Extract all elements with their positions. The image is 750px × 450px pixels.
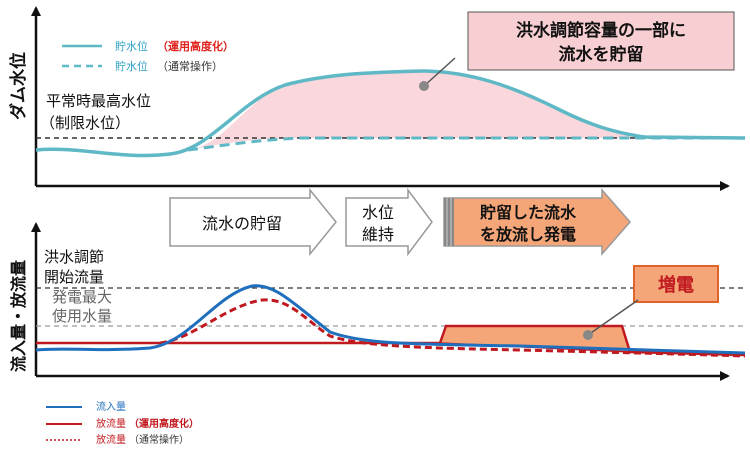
legend-release-normal-note: （通常操作）: [129, 433, 189, 446]
flow-arrow-release-line-2: を放流し発電: [480, 225, 576, 244]
flood-start-label: 洪水調節: [44, 248, 104, 266]
legend-release-advanced-name: 放流量: [96, 417, 126, 430]
legend-level-advanced-note: （運用高度化）: [157, 39, 234, 53]
flow-arrow-store-label: 流水の貯留: [202, 214, 282, 233]
callout-pointer: [423, 57, 456, 87]
flow-arrow-release-line-1: 貯留した流水: [480, 203, 577, 222]
legend-level-normal-note: （通常操作）: [157, 59, 223, 73]
increase-label: 増電: [658, 274, 694, 296]
callout-line-1: 洪水調節容量の一部に: [516, 20, 686, 41]
callout-line-2: 流水を貯留: [559, 44, 644, 65]
flow-arrow-release-stripes: [444, 198, 454, 246]
max-level-label: 平常時最高水位: [46, 92, 151, 110]
stored-water-area: [188, 71, 645, 150]
legend-inflow-name: 流入量: [96, 400, 126, 413]
legend-level-normal-name: 貯水位: [115, 59, 148, 73]
legend-release-advanced-note: （運用高度化）: [129, 417, 199, 430]
max-level-label-sub: （制限水位）: [40, 114, 130, 132]
top-axis-label: ダム水位: [8, 52, 29, 120]
callout-dot: [419, 81, 429, 91]
release-normal-line: [159, 298, 746, 358]
flow-arrow-maintain: [345, 187, 433, 257]
flow-arrow-store: [169, 187, 337, 257]
bottom-axis-label: 流入量・放流量: [9, 260, 28, 372]
flow-arrow-maintain-line-1: 水位: [362, 203, 394, 222]
gen-max-label-sub: 使用水量: [52, 307, 112, 325]
increase-pointer: [587, 299, 639, 336]
flow-arrow-maintain-line-2: 維持: [362, 225, 394, 244]
flow-arrow-release: [443, 188, 631, 256]
increase-dot: [583, 330, 593, 340]
legend-level-advanced-name: 貯水位: [115, 39, 148, 53]
gen-max-label: 発電最大: [52, 288, 112, 306]
legend-release-normal-name: 放流量: [96, 433, 126, 446]
callout-box: [467, 11, 735, 71]
inflow-line: [35, 284, 746, 355]
flood-start-label-sub: 開始流量: [44, 268, 104, 286]
level-advanced-operation-line: [35, 69, 746, 158]
increase-box: [633, 265, 719, 303]
level-normal-operation-line: [187, 136, 745, 152]
